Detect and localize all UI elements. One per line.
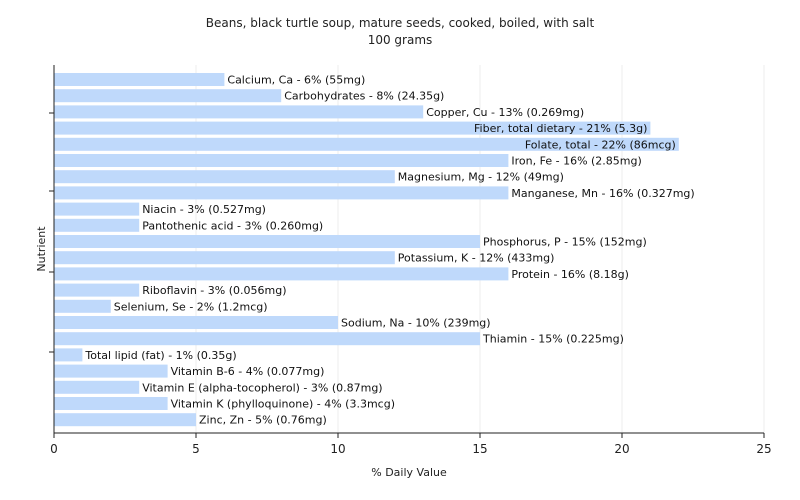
bar [54, 332, 480, 346]
bar [54, 154, 509, 167]
bar [54, 105, 424, 119]
x-tick-label: 5 [192, 442, 200, 456]
bar-label: Pantothenic acid - 3% (0.260mg) [142, 219, 323, 232]
bar [54, 283, 140, 297]
bar-label: Fiber, total dietary - 21% (5.3g) [474, 122, 647, 135]
x-tick-label: 20 [614, 442, 629, 456]
bar [54, 299, 111, 313]
x-axis-title: % Daily Value [371, 466, 447, 479]
bar [54, 170, 395, 184]
bar-label: Zinc, Zn - 5% (0.76mg) [199, 414, 327, 427]
bar-label: Phosphorus, P - 15% (152mg) [483, 236, 647, 249]
bar [54, 251, 395, 265]
gridlines [53, 65, 765, 433]
x-tick-label: 25 [756, 442, 771, 456]
bar [54, 413, 196, 427]
x-tick-label: 10 [330, 442, 345, 456]
bar [54, 267, 509, 281]
bar [54, 316, 338, 329]
bar-label: Vitamin E (alpha-tocopherol) - 3% (0.87m… [142, 381, 382, 394]
bar-label: Protein - 16% (8.18g) [511, 268, 629, 281]
bar-label: Calcium, Ca - 6% (55mg) [227, 74, 365, 87]
bar-label: Selenium, Se - 2% (1.2mcg) [114, 300, 268, 313]
bar-label: Potassium, K - 12% (433mg) [398, 252, 555, 265]
bar [54, 235, 480, 248]
bar [54, 218, 140, 232]
bar [54, 397, 168, 410]
bar [54, 73, 225, 86]
bar-label: Vitamin K (phylloquinone) - 4% (3.3mcg) [171, 398, 395, 411]
x-tick-label: 0 [50, 442, 58, 456]
bar-label: Riboflavin - 3% (0.056mg) [142, 284, 286, 297]
y-axis-title: Nutrient [35, 226, 48, 272]
bar-labels-group: Calcium, Ca - 6% (55mg) Carbohydrates - 8… [84, 74, 694, 427]
bar [54, 137, 679, 151]
bar [54, 202, 140, 216]
bars-group [54, 73, 679, 427]
bar-label: Thiamin - 15% (0.225mg) [482, 333, 624, 346]
bar-label: Vitamin B-6 - 4% (0.077mg) [171, 365, 325, 378]
bar-label: Sodium, Na - 10% (239mg) [341, 317, 491, 330]
bar-label: Copper, Cu - 13% (0.269mg) [426, 106, 584, 119]
bar-label: Carbohydrates - 8% (24.35g) [284, 90, 444, 103]
chart-title: Beans, black turtle soup, mature seeds, … [206, 16, 595, 30]
bar [54, 380, 140, 394]
bar [54, 121, 651, 135]
bar-label: Magnesium, Mg - 12% (49mg) [398, 171, 564, 184]
bar [54, 89, 282, 103]
bar [54, 186, 509, 200]
x-ticks-group: 0 5 10 15 20 25 [50, 433, 772, 456]
bar-label: Niacin - 3% (0.527mg) [142, 203, 266, 216]
bar [54, 364, 168, 378]
x-tick-label: 15 [472, 442, 487, 456]
bar-label: Folate, total - 22% (86mcg) [525, 138, 676, 151]
y-ticks-group [49, 112, 54, 353]
bar-label: Total lipid (fat) - 1% (0.35g) [84, 349, 236, 362]
bar-label: Manganese, Mn - 16% (0.327mg) [511, 187, 694, 200]
bar [54, 348, 83, 362]
bar-label: Iron, Fe - 16% (2.85mg) [511, 155, 641, 168]
chart-subtitle: 100 grams [368, 33, 433, 47]
